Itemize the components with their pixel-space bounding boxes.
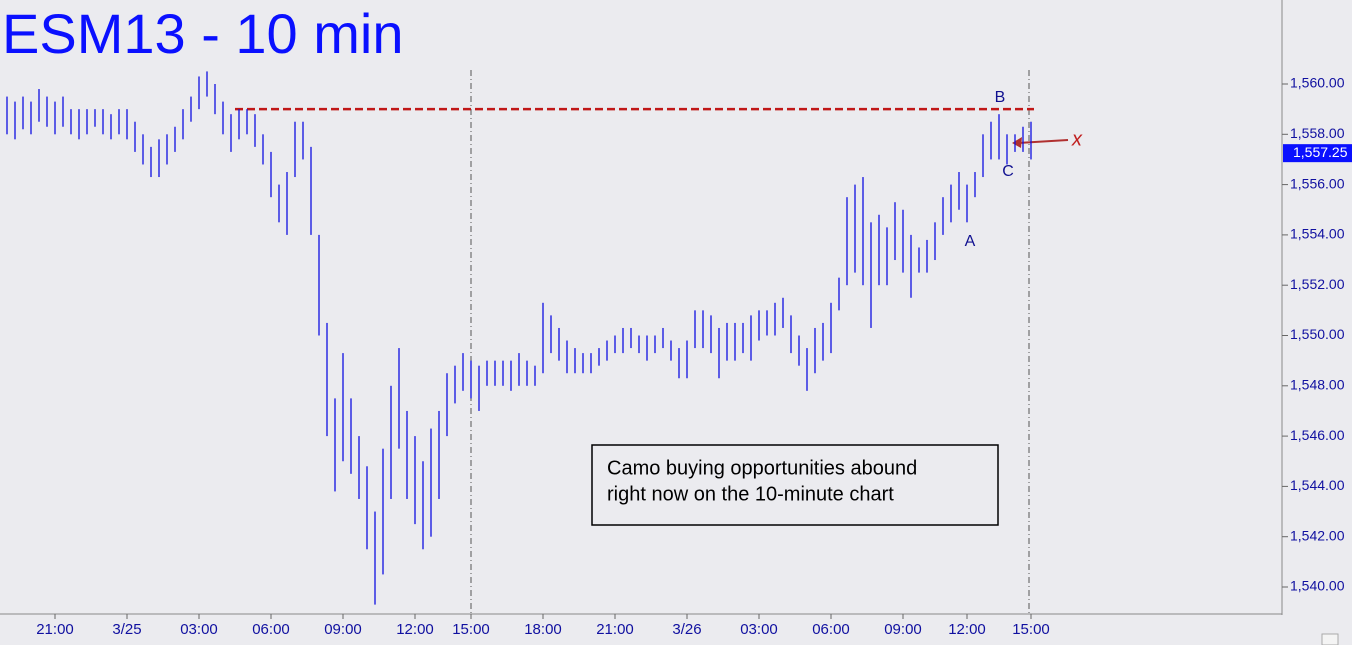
x-tick-label: 12:00: [396, 621, 434, 638]
x-tick-label: 03:00: [180, 621, 218, 638]
y-tick-label: 1,548.00: [1290, 377, 1345, 393]
x-tick-label: 09:00: [324, 621, 362, 638]
y-tick-label: 1,550.00: [1290, 326, 1345, 342]
arrow-head: [1012, 137, 1022, 148]
annotation-text: Camo buying opportunities abound: [607, 457, 917, 479]
y-tick-label: 1,544.00: [1290, 477, 1345, 493]
annotation-box: [591, 444, 999, 526]
x-tick-label: 15:00: [1012, 621, 1050, 638]
x-tick-label: 06:00: [252, 621, 290, 638]
last-price-label: 1,557.25: [1293, 144, 1348, 160]
wave-label: A: [965, 233, 976, 250]
x-tick-label: 09:00: [884, 621, 922, 638]
y-tick-label: 1,554.00: [1290, 226, 1345, 242]
x-tick-label: 12:00: [948, 621, 986, 638]
x-tick-label: 3/26: [672, 621, 701, 638]
y-tick-label: 1,546.00: [1290, 427, 1345, 443]
target-label: x: [1071, 128, 1083, 150]
wave-label: B: [995, 89, 1006, 106]
wave-label: C: [1002, 163, 1014, 180]
x-tick-label: 3/25: [112, 621, 141, 638]
x-tick-label: 21:00: [36, 621, 74, 638]
x-tick-label: 06:00: [812, 621, 850, 638]
x-tick-label: 21:00: [596, 621, 634, 638]
price-axis-panel: [1282, 0, 1352, 645]
annotation-text: right now on the 10-minute chart: [607, 483, 894, 505]
y-tick-label: 1,560.00: [1290, 75, 1345, 91]
arrow: [1017, 139, 1069, 144]
y-tick-label: 1,542.00: [1290, 527, 1345, 543]
y-tick-label: 1,540.00: [1290, 578, 1345, 594]
x-tick-label: 18:00: [524, 621, 562, 638]
y-tick-label: 1,558.00: [1290, 125, 1345, 141]
y-tick-label: 1,556.00: [1290, 175, 1345, 191]
scroll-button[interactable]: [1321, 633, 1339, 645]
last-price-box: [1283, 144, 1352, 163]
y-tick-label: 1,552.00: [1290, 276, 1345, 292]
chart-title: ESM13 - 10 min: [2, 2, 404, 65]
x-tick-label: 15:00: [452, 621, 490, 638]
x-tick-label: 03:00: [740, 621, 778, 638]
